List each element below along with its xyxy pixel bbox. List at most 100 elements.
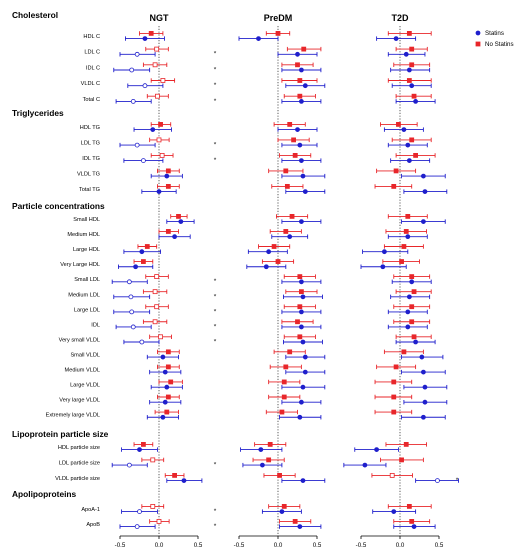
statins-point	[406, 67, 412, 73]
row-label: IDL C	[86, 65, 100, 71]
no-statins-point	[297, 334, 303, 340]
no-statins-point	[165, 168, 171, 174]
row-label: VLDL TG	[77, 172, 100, 178]
statins-point	[298, 324, 304, 330]
no-statins-point	[155, 93, 160, 99]
no-statins-point	[165, 229, 171, 234]
statins-point	[420, 369, 426, 375]
no-statins-point	[281, 379, 287, 385]
statins-point	[300, 294, 306, 300]
statins-point	[160, 354, 166, 360]
no-statins-point	[277, 472, 282, 478]
statins-point	[137, 447, 142, 453]
statins-point	[258, 447, 264, 453]
group-title: Apolipoproteins	[12, 489, 77, 499]
x-tick-label: 0.0	[155, 542, 164, 549]
statins-point	[162, 369, 168, 375]
statins-point	[297, 524, 303, 529]
statins-point	[298, 158, 304, 164]
no-statins-point	[165, 349, 171, 355]
statins-point	[362, 462, 368, 468]
no-statins-point	[401, 349, 407, 355]
statins-point	[298, 67, 304, 73]
row-label: IDL TG	[82, 156, 100, 162]
no-statins-point	[284, 183, 290, 189]
statins-point	[374, 447, 380, 453]
row-label: Small HDL	[73, 217, 100, 223]
statins-point	[381, 249, 387, 255]
row-label: VLDL particle size	[55, 476, 100, 482]
statins-point	[405, 324, 411, 330]
no-statins-point	[158, 122, 163, 127]
no-statins-point	[411, 334, 417, 340]
no-statins-point	[283, 229, 289, 234]
statins-point	[302, 189, 308, 195]
statins-point	[300, 384, 306, 390]
statins-point	[419, 354, 425, 360]
statins-point	[295, 51, 300, 57]
legend-no-statins-label: No Statins	[485, 41, 514, 48]
no-statins-point	[406, 30, 412, 36]
no-statins-point	[292, 152, 298, 158]
statins-point	[405, 142, 411, 148]
statins-point	[302, 354, 308, 360]
statins-point	[413, 99, 419, 104]
statins-point	[126, 462, 132, 468]
row-label: Very large VLDL	[59, 398, 100, 404]
no-statins-point	[287, 349, 293, 355]
no-statins-point	[393, 168, 399, 174]
statins-point	[266, 249, 272, 255]
no-statins-point	[409, 519, 415, 524]
no-statins-point	[160, 78, 166, 83]
no-statins-point	[297, 304, 303, 310]
statins-point	[160, 414, 166, 420]
row-label: VLDL C	[81, 81, 100, 87]
significance-star: *	[214, 98, 217, 105]
text-layer: NGT PreDM T2D -0.5 0.0 0.5 -0.5 0.0 0.5 -0.5 0.0 0.…	[12, 10, 514, 549]
statins-point	[435, 478, 440, 484]
statins-point	[178, 219, 184, 225]
no-statins-point	[409, 137, 415, 143]
no-statins-point	[154, 274, 160, 280]
no-statins-point	[148, 30, 154, 36]
no-statins-point	[297, 78, 303, 83]
statins-point	[256, 36, 261, 41]
row-label: Small VLDL	[70, 352, 100, 358]
statins-point	[405, 234, 411, 240]
row-label: Medium VLDL	[65, 368, 100, 374]
group-title: Triglycerides	[12, 108, 64, 118]
no-statins-point	[140, 259, 146, 264]
statins-point	[409, 83, 415, 89]
statins-point	[162, 399, 168, 405]
legend-no-statins-marker	[475, 41, 481, 47]
no-statins-point	[144, 244, 150, 249]
statins-point	[420, 219, 426, 225]
statins-point	[403, 51, 409, 57]
legend-statins-marker	[475, 30, 481, 36]
statins-point	[298, 399, 304, 405]
no-statins-point	[411, 289, 417, 295]
statins-point	[300, 173, 306, 179]
no-statins-point	[297, 274, 303, 280]
statins-point	[164, 384, 170, 390]
group-title: Particle concentrations	[12, 201, 105, 211]
statins-point	[164, 173, 170, 179]
row-label: HDL particle size	[58, 445, 100, 451]
statins-point	[295, 127, 300, 133]
statins-point	[263, 264, 269, 270]
no-statins-point	[409, 46, 415, 52]
no-statins-point	[295, 62, 300, 68]
row-label: IDL	[91, 322, 100, 328]
statins-point	[279, 509, 285, 515]
significance-star: *	[456, 477, 459, 484]
row-label: Very small VLDL	[59, 337, 100, 343]
row-label: HDL TG	[80, 125, 100, 131]
statins-point	[140, 158, 146, 164]
significance-star: *	[214, 508, 217, 515]
no-statins-point	[396, 122, 401, 127]
significance-star: *	[214, 82, 217, 89]
no-statins-point	[287, 122, 293, 127]
no-statins-point	[150, 457, 156, 463]
x-tick-label: 0.5	[313, 542, 322, 549]
significance-star: *	[214, 323, 217, 330]
